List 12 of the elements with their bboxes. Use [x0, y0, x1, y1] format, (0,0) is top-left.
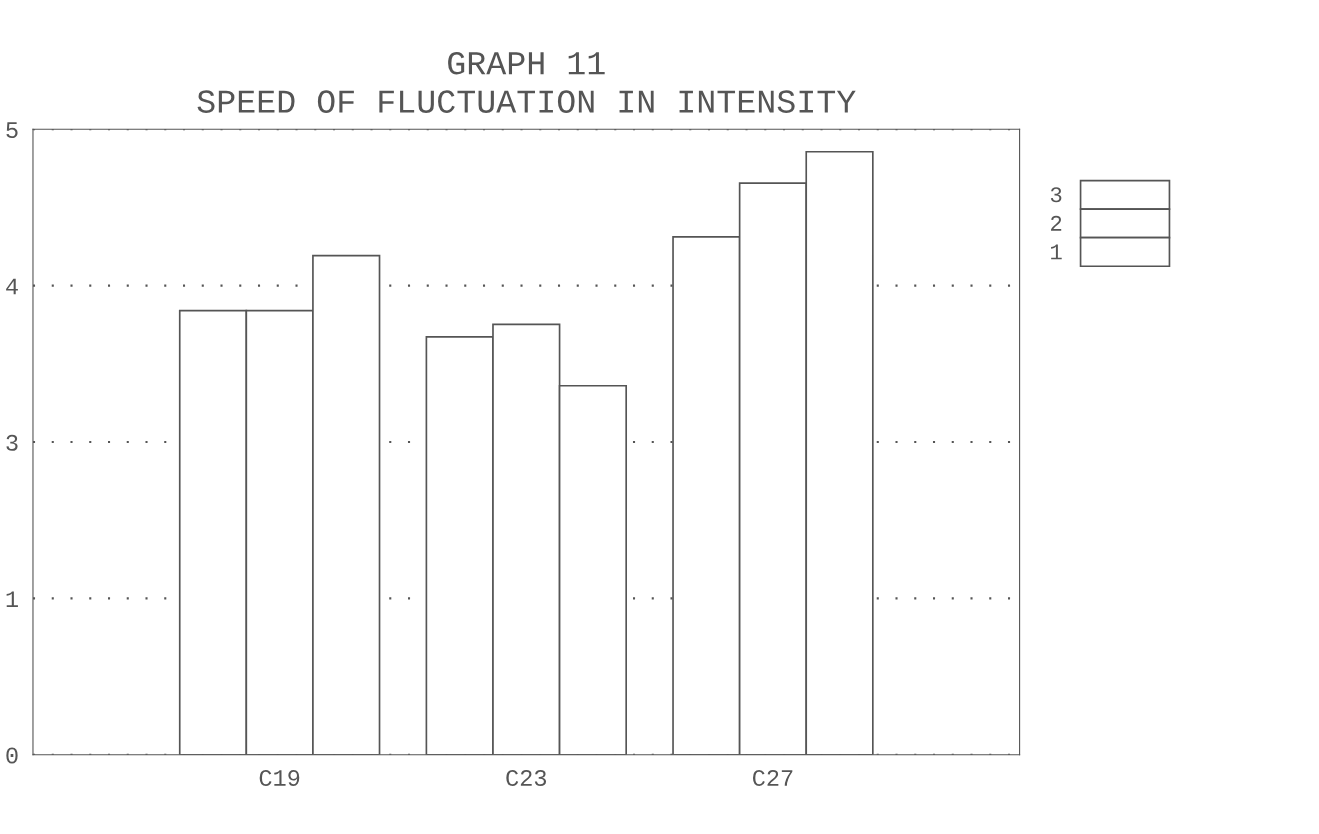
y-tick-label: 3	[6, 434, 18, 451]
legend-label: 3	[1050, 187, 1062, 203]
y-tick-label: 1	[6, 591, 18, 607]
x-tick-label: C19	[259, 769, 300, 786]
x-tick-label: C23	[506, 769, 547, 786]
legend-label: 2	[1051, 215, 1062, 231]
x-tick-label: C27	[752, 769, 793, 786]
y-tick-label: 5	[6, 122, 18, 139]
chart-title: GRAPH 11 SPEED OF FLUCTUATION IN INTENSITY	[197, 51, 856, 113]
y-tick-label: 4	[6, 278, 18, 295]
legend-label: 1	[1051, 244, 1062, 260]
y-tick-label: 0	[6, 747, 18, 764]
